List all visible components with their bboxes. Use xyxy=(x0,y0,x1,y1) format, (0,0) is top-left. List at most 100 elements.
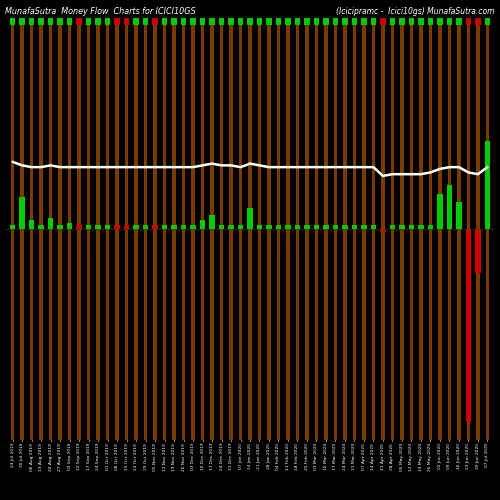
Bar xyxy=(448,18,451,440)
Bar xyxy=(190,16,196,24)
Bar xyxy=(324,16,328,24)
Bar xyxy=(105,225,110,229)
Bar xyxy=(172,225,176,229)
Bar xyxy=(68,18,71,440)
Bar xyxy=(96,18,100,440)
Bar xyxy=(382,18,384,440)
Bar xyxy=(20,197,24,229)
Bar xyxy=(314,16,319,24)
Bar xyxy=(362,18,366,440)
Bar xyxy=(20,16,24,24)
Bar xyxy=(78,18,80,440)
Bar xyxy=(371,16,376,24)
Bar xyxy=(429,18,432,440)
Bar xyxy=(192,18,194,440)
Bar xyxy=(181,16,186,24)
Bar xyxy=(362,225,366,229)
Bar xyxy=(333,225,338,229)
Bar xyxy=(353,18,356,440)
Bar xyxy=(238,16,243,24)
Bar xyxy=(476,18,480,440)
Bar xyxy=(201,18,204,440)
Bar xyxy=(286,18,290,440)
Bar xyxy=(162,16,167,24)
Bar xyxy=(96,225,100,229)
Bar xyxy=(200,220,205,229)
Bar xyxy=(342,225,347,229)
Bar xyxy=(230,18,232,440)
Bar xyxy=(447,16,452,24)
Bar xyxy=(380,229,386,232)
Bar xyxy=(248,16,252,24)
Bar xyxy=(106,18,109,440)
Bar xyxy=(172,18,176,440)
Bar xyxy=(58,16,62,24)
Bar xyxy=(438,18,442,440)
Bar xyxy=(380,16,386,24)
Bar xyxy=(266,16,272,24)
Bar xyxy=(410,18,413,440)
Bar xyxy=(409,16,414,24)
Bar xyxy=(315,18,318,440)
Bar xyxy=(124,225,129,229)
Bar xyxy=(400,225,404,229)
Bar xyxy=(485,16,490,24)
Bar xyxy=(10,225,15,229)
Bar xyxy=(76,16,82,24)
Bar xyxy=(86,16,91,24)
Bar xyxy=(276,225,281,229)
Bar xyxy=(258,18,261,440)
Bar xyxy=(30,18,34,440)
Bar xyxy=(420,18,422,440)
Bar xyxy=(48,218,53,229)
Bar xyxy=(220,18,223,440)
Bar xyxy=(105,16,110,24)
Bar xyxy=(418,16,424,24)
Bar xyxy=(144,18,147,440)
Bar xyxy=(124,16,129,24)
Bar xyxy=(134,225,138,229)
Bar xyxy=(114,225,119,229)
Bar xyxy=(58,18,61,440)
Bar xyxy=(125,18,128,440)
Bar xyxy=(248,208,252,229)
Bar xyxy=(67,16,72,24)
Bar xyxy=(257,225,262,229)
Bar xyxy=(438,194,442,229)
Bar xyxy=(181,225,186,229)
Bar xyxy=(76,225,82,229)
Bar xyxy=(116,18,118,440)
Bar xyxy=(163,18,166,440)
Bar xyxy=(333,16,338,24)
Bar xyxy=(239,18,242,440)
Bar xyxy=(344,18,346,440)
Bar xyxy=(324,18,328,440)
Bar xyxy=(114,16,119,24)
Bar xyxy=(200,16,205,24)
Bar xyxy=(342,16,347,24)
Bar xyxy=(372,18,375,440)
Bar xyxy=(86,225,91,229)
Bar xyxy=(143,225,148,229)
Bar xyxy=(29,220,34,229)
Bar xyxy=(277,18,280,440)
Bar xyxy=(456,16,462,24)
Text: (Icicipramc -  Icici10gs) MunafaSutra.com: (Icicipramc - Icici10gs) MunafaSutra.com xyxy=(336,8,495,16)
Bar xyxy=(152,225,158,229)
Bar xyxy=(172,16,176,24)
Bar xyxy=(276,16,281,24)
Bar xyxy=(228,225,234,229)
Bar xyxy=(428,225,433,229)
Bar xyxy=(438,16,442,24)
Bar xyxy=(390,225,395,229)
Bar xyxy=(58,225,62,229)
Bar xyxy=(296,18,299,440)
Bar xyxy=(154,18,156,440)
Bar xyxy=(238,225,243,229)
Bar xyxy=(391,18,394,440)
Bar xyxy=(10,16,15,24)
Bar xyxy=(362,16,366,24)
Bar xyxy=(428,16,433,24)
Bar xyxy=(304,16,310,24)
Bar xyxy=(324,225,328,229)
